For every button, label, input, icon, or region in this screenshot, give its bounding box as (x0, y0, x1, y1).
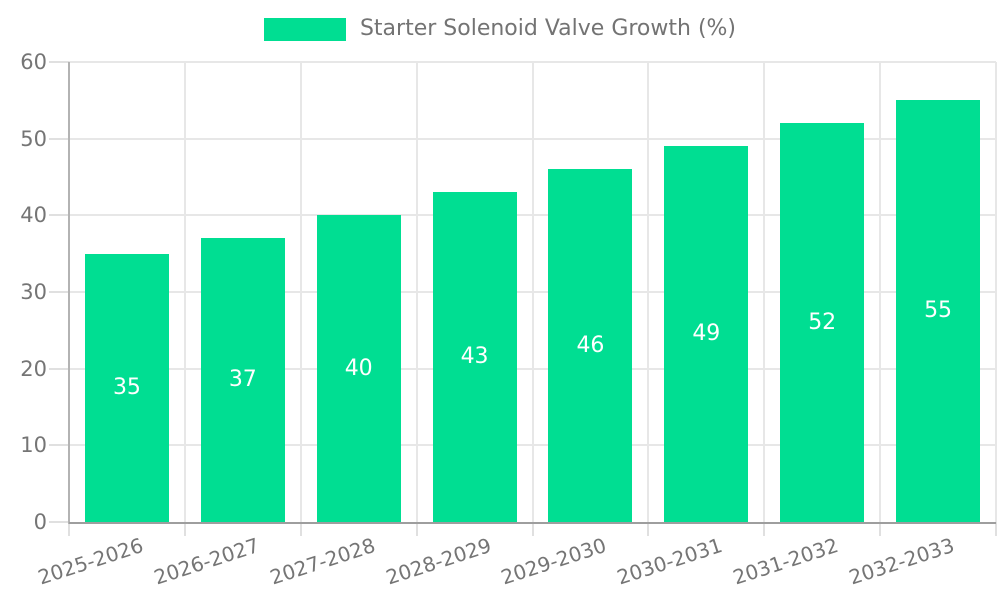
y-axis-label: 0 (33, 510, 47, 534)
x-axis-tick (995, 522, 997, 536)
gridline-vertical (763, 62, 766, 522)
bar-2026-2027[interactable] (200, 238, 285, 522)
gridline-vertical (647, 62, 650, 522)
bar-value-label: 52 (808, 309, 837, 335)
y-axis-label: 30 (20, 280, 47, 304)
y-axis-label: 20 (20, 356, 47, 381)
bar-2030-2031[interactable] (664, 146, 749, 522)
bar-value-label: 55 (924, 298, 953, 324)
bar-2025-2026[interactable] (84, 253, 169, 522)
x-axis-tick (183, 522, 186, 536)
y-axis-label: 60 (20, 50, 47, 74)
x-axis-tick (415, 522, 418, 536)
x-axis-tick (647, 522, 650, 536)
y-axis-line (68, 62, 70, 524)
x-axis-tick (531, 522, 534, 536)
x-axis-label: 2027-2028 (266, 533, 378, 590)
bar-value-label: 37 (228, 367, 257, 393)
bar-value-label: 49 (692, 321, 721, 347)
x-axis-label: 2025-2026 (34, 533, 147, 590)
legend-label[interactable]: Starter Solenoid Valve Growth (%) (359, 16, 737, 41)
gridline-vertical (299, 62, 302, 522)
x-axis-tick (68, 522, 70, 536)
x-axis-tick (879, 522, 882, 536)
bar-2028-2029[interactable] (432, 192, 517, 522)
x-axis-line (69, 522, 996, 524)
x-axis-label: 2028-2029 (382, 533, 494, 590)
legend[interactable]: Starter Solenoid Valve Growth (%) (0, 16, 1000, 41)
x-axis-label: 2026-2027 (150, 533, 262, 590)
x-axis-tick (299, 522, 302, 536)
x-axis-tick (763, 522, 766, 536)
y-axis-tick (49, 137, 69, 140)
bar-2031-2032[interactable] (780, 123, 865, 522)
bar-2029-2030[interactable] (548, 169, 633, 522)
y-axis-tick (49, 367, 69, 370)
gridline-vertical (183, 62, 186, 522)
y-axis-label: 10 (20, 433, 47, 458)
y-axis-tick (49, 214, 69, 217)
y-axis-label: 50 (20, 126, 47, 151)
y-axis-tick (49, 291, 69, 293)
bar-2032-2033[interactable] (896, 100, 981, 522)
x-axis-label: 2031-2032 (730, 533, 842, 590)
bar-value-label: 35 (112, 374, 141, 400)
y-axis-tick (49, 444, 69, 447)
gridline-vertical (995, 62, 997, 522)
x-axis-label: 2029-2030 (498, 533, 610, 590)
y-axis-label: 40 (20, 203, 47, 228)
bar-value-label: 43 (460, 344, 489, 370)
gridline-vertical (415, 62, 418, 522)
gridline-vertical (531, 62, 534, 522)
x-axis-label: 2032-2033 (846, 533, 958, 590)
bar-value-label: 40 (344, 355, 373, 381)
bar-2027-2028[interactable] (316, 215, 401, 522)
gridline-vertical (879, 62, 882, 522)
y-axis-tick (49, 521, 69, 523)
legend-swatch[interactable] (263, 17, 346, 41)
bar-value-label: 46 (576, 332, 605, 358)
x-axis-label: 2030-2031 (614, 533, 726, 590)
y-axis-tick (49, 61, 69, 63)
